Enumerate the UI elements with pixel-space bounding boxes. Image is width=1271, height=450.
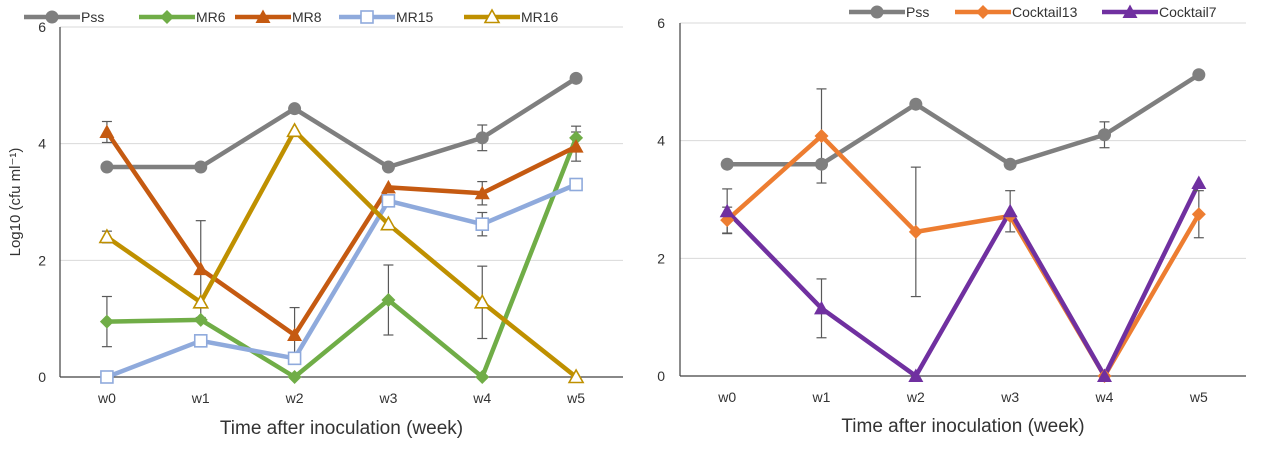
- data-point-cocktail7: [814, 300, 829, 315]
- data-point-pss: [288, 102, 302, 116]
- x-tick-label: w1: [191, 390, 210, 406]
- series-line-mr15: [106, 182, 577, 380]
- data-point-mr8: [474, 185, 490, 200]
- chart-1: 0 2 4 6 w0 w1 w2 w3 w4 w5 Time after inoculation (…: [7, 8, 623, 439]
- data-point-mr15: [193, 334, 208, 348]
- y-tick-label: 2: [38, 252, 46, 268]
- data-point-pss: [909, 97, 923, 111]
- data-point-mr8: [99, 124, 115, 138]
- y-tick-label: 6: [657, 15, 665, 31]
- data-point-cocktail13: [814, 128, 829, 143]
- series-line-mr16: [105, 128, 578, 379]
- y-tick-label: 6: [38, 19, 46, 35]
- y-tick-label: 4: [38, 136, 46, 152]
- data-point-cocktail7: [1097, 368, 1112, 382]
- data-point-mr16: [192, 293, 210, 309]
- x-tick-label: w5: [566, 390, 585, 406]
- x-tick-label: w1: [812, 389, 831, 405]
- x-tick-label: w2: [285, 390, 304, 406]
- data-point-cocktail13: [1191, 207, 1206, 222]
- legend-marker: [976, 5, 990, 19]
- data-point-mr15: [569, 177, 583, 192]
- chart-2: 0 2 4 6 w0 w1 w2 w3 w4 w5 Time after inoculation (…: [657, 4, 1246, 437]
- data-point-mr16: [286, 122, 303, 138]
- data-point-mr8: [568, 139, 584, 153]
- x-tick-label: w0: [97, 390, 116, 406]
- legend-marker: [1122, 4, 1138, 18]
- legend-marker: [45, 10, 59, 24]
- legend-marker: [483, 8, 501, 24]
- data-point-pss: [815, 157, 828, 171]
- legend-marker: [160, 10, 174, 24]
- legend-label: Cocktail13: [1012, 4, 1078, 20]
- legend-marker: [870, 5, 884, 19]
- data-point-mr16: [98, 228, 116, 244]
- data-point-mr15: [475, 217, 490, 231]
- data-point-mr15: [287, 351, 302, 366]
- legend-label: Cocktail7: [1159, 4, 1217, 20]
- legend-label: Pss: [906, 4, 929, 20]
- legend-label: MR15: [396, 9, 434, 25]
- series-line-mr8: [105, 130, 578, 338]
- data-point-mr6: [193, 312, 208, 327]
- legend-label: MR16: [521, 9, 559, 25]
- data-point-pss: [1192, 68, 1206, 82]
- data-point-cocktail7: [1191, 175, 1207, 190]
- data-point-cocktail7: [719, 203, 735, 218]
- data-point-mr16: [567, 368, 585, 384]
- data-point-pss: [381, 160, 395, 174]
- x-axis-label: Time after inoculation (week): [220, 418, 463, 439]
- x-axis-label: Time after inoculation (week): [841, 416, 1084, 437]
- legend-marker: [255, 9, 271, 23]
- data-point-mr16: [380, 215, 397, 231]
- x-tick-label: w4: [472, 390, 491, 406]
- series-line-pss: [727, 72, 1201, 167]
- data-point-cocktail13: [908, 224, 923, 239]
- data-point-mr6: [475, 370, 490, 384]
- data-point-cocktail7: [908, 368, 924, 382]
- y-tick-label: 0: [657, 368, 665, 384]
- data-point-pss: [1003, 157, 1017, 171]
- data-point-pss: [720, 157, 734, 171]
- y-tick-label: 0: [38, 369, 46, 385]
- data-point-mr15: [100, 370, 114, 384]
- x-tick-label: w3: [378, 390, 397, 406]
- legend-marker: [360, 10, 374, 24]
- data-point-pss: [100, 160, 114, 174]
- x-tick-label: w3: [1000, 389, 1019, 405]
- x-tick-label: w2: [906, 389, 925, 405]
- series-line-mr6: [106, 137, 579, 380]
- data-point-mr8: [287, 327, 303, 341]
- y-tick-label: 2: [657, 250, 665, 266]
- data-point-mr6: [381, 293, 396, 307]
- data-point-pss: [475, 131, 489, 145]
- series-line-cocktail13: [725, 133, 1201, 379]
- legend-label: MR6: [196, 9, 226, 25]
- data-point-mr8: [193, 261, 209, 276]
- legend-label: Pss: [81, 9, 104, 25]
- data-point-pss: [194, 160, 208, 174]
- series-line-pss: [106, 76, 578, 170]
- x-tick-label: w4: [1095, 389, 1114, 405]
- x-tick-label: w5: [1189, 389, 1208, 405]
- data-point-pss: [569, 71, 583, 85]
- data-point-mr6: [569, 130, 584, 145]
- data-point-mr8: [380, 179, 396, 194]
- series-line-cocktail7: [725, 182, 1201, 379]
- legend-label: MR8: [292, 9, 322, 25]
- x-tick-label: w0: [717, 389, 736, 405]
- data-point-pss: [1098, 128, 1111, 142]
- y-axis-label: Log10 (cfu ml⁻¹): [7, 148, 24, 257]
- data-point-mr6: [99, 314, 114, 329]
- data-point-mr16: [473, 293, 491, 309]
- data-point-mr15: [381, 194, 396, 208]
- data-point-cocktail7: [1002, 203, 1018, 218]
- y-tick-label: 4: [657, 133, 665, 149]
- data-point-mr6: [287, 370, 302, 384]
